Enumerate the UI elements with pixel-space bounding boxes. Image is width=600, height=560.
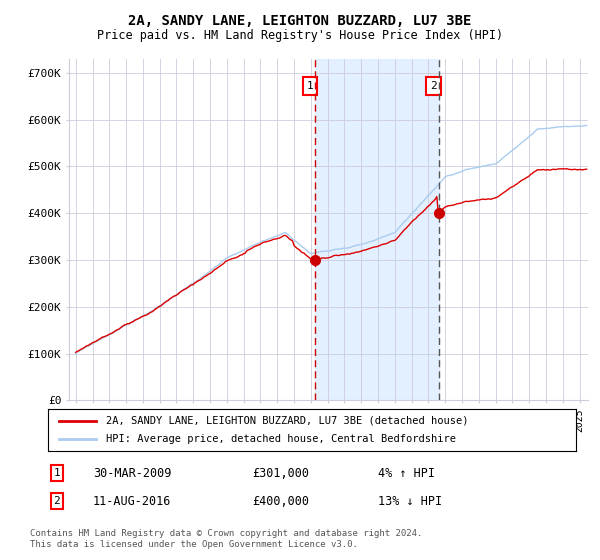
Text: 2A, SANDY LANE, LEIGHTON BUZZARD, LU7 3BE: 2A, SANDY LANE, LEIGHTON BUZZARD, LU7 3B… [128,14,472,28]
Text: 2A, SANDY LANE, LEIGHTON BUZZARD, LU7 3BE (detached house): 2A, SANDY LANE, LEIGHTON BUZZARD, LU7 3B… [106,416,469,426]
Text: Price paid vs. HM Land Registry's House Price Index (HPI): Price paid vs. HM Land Registry's House … [97,29,503,42]
Text: 4% ↑ HPI: 4% ↑ HPI [378,466,435,480]
Text: 30-MAR-2009: 30-MAR-2009 [93,466,172,480]
Text: 1: 1 [307,81,313,91]
Text: Contains HM Land Registry data © Crown copyright and database right 2024.
This d: Contains HM Land Registry data © Crown c… [30,529,422,549]
Text: 2: 2 [53,496,61,506]
Text: 13% ↓ HPI: 13% ↓ HPI [378,494,442,508]
Text: £400,000: £400,000 [252,494,309,508]
Bar [315,59,439,400]
Text: 1: 1 [53,468,61,478]
Text: £301,000: £301,000 [252,466,309,480]
Text: HPI: Average price, detached house, Central Bedfordshire: HPI: Average price, detached house, Cent… [106,434,456,444]
Text: 11-AUG-2016: 11-AUG-2016 [93,494,172,508]
Text: 2: 2 [430,81,437,91]
